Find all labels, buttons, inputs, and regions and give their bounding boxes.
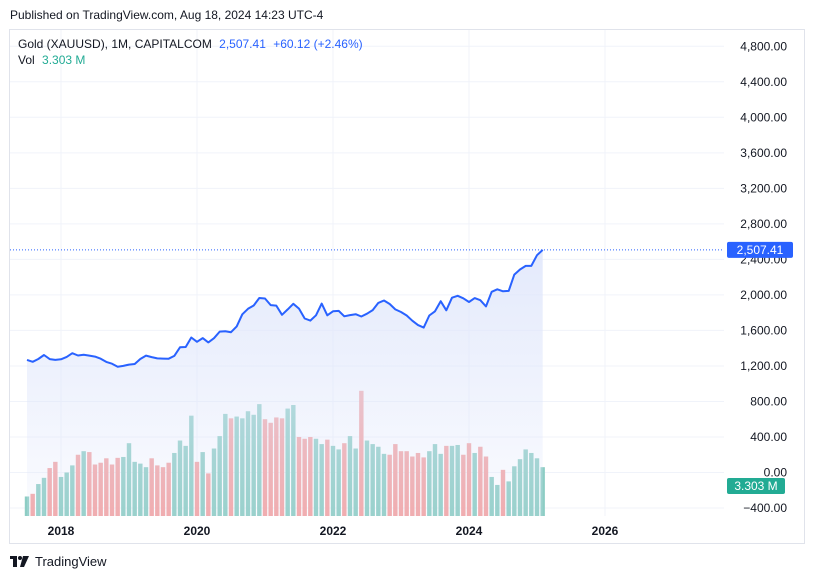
last-price-tag — [727, 241, 793, 258]
price-tick-label: 3,200.00 — [740, 181, 787, 195]
price-tick-label: 800.00 — [750, 394, 787, 408]
price-area — [27, 249, 543, 516]
axis-tags: 2,507.41 3.303 M — [727, 241, 793, 494]
chart-frame[interactable] — [9, 29, 805, 544]
time-tick-label: 2020 — [184, 524, 211, 538]
price-tick-label: 1,600.00 — [740, 323, 787, 337]
time-tick-label: 2018 — [48, 524, 75, 538]
price-area-fill — [27, 249, 543, 516]
price-tick-label: 2,000.00 — [740, 288, 787, 302]
volume-tag-label: 3.303 M — [734, 479, 777, 493]
volume-value: 3.303 M — [42, 53, 86, 67]
time-axis: 2018 2020 2022 2024 2026 — [48, 524, 619, 538]
time-tick-label: 2026 — [592, 524, 619, 538]
tradingview-logo-icon[interactable] — [10, 555, 30, 568]
price-tick-label: 400.00 — [750, 430, 787, 444]
last-price-tag-label: 2,507.41 — [737, 243, 784, 257]
time-tick-label: 2022 — [320, 524, 347, 538]
symbol-label[interactable]: Gold (XAUUSD), 1M, CAPITALCOM — [18, 37, 212, 51]
volume-label[interactable]: Vol — [18, 53, 35, 67]
published-caption: Published on TradingView.com, Aug 18, 20… — [10, 8, 324, 22]
price-tick-label: 1,200.00 — [740, 359, 787, 373]
price-tick-label: 4,000.00 — [740, 110, 787, 124]
volume-tag — [727, 478, 785, 494]
last-price-value: 2,507.41 — [219, 37, 266, 51]
time-tick-label: 2024 — [456, 524, 483, 538]
footer-brand[interactable]: TradingView — [35, 554, 107, 569]
price-line-series — [26, 249, 544, 368]
footer: TradingView — [10, 554, 107, 569]
price-tick-label: 4,400.00 — [740, 75, 787, 89]
price-line — [10, 249, 724, 368]
price-tick-label: 4,800.00 — [740, 39, 787, 53]
price-tick-label: −400.00 — [743, 501, 787, 515]
price-tick-label: 0.00 — [764, 466, 788, 480]
price-tick-label: 3,600.00 — [740, 146, 787, 160]
price-tick-label: 2,800.00 — [740, 217, 787, 231]
chart-legend: Gold (XAUUSD), 1M, CAPITALCOM 2,507.41 +… — [18, 36, 363, 68]
price-change-value: +60.12 (+2.46%) — [273, 37, 363, 51]
price-axis: 4,800.00 4,400.00 4,000.00 3,600.00 3,200.00… — [740, 39, 787, 515]
